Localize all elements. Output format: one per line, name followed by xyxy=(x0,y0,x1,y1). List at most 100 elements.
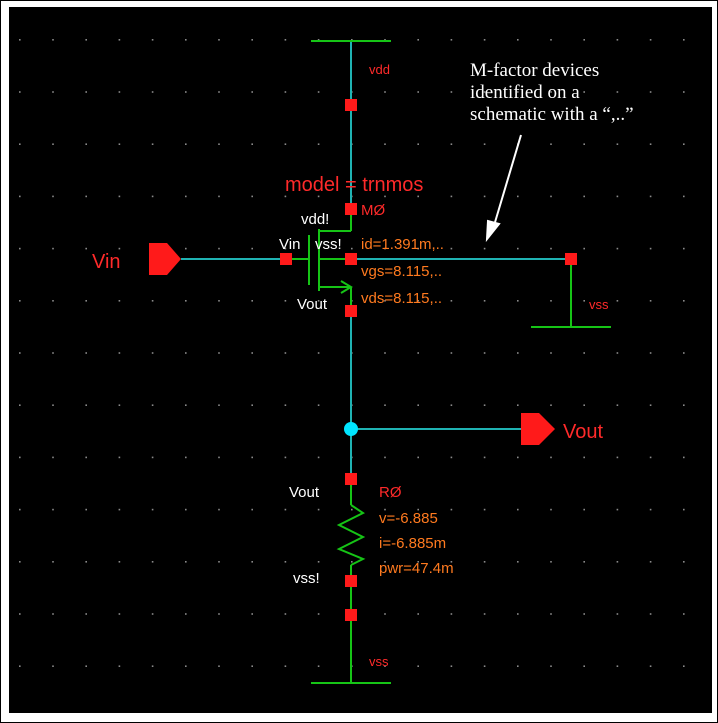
grid-dot xyxy=(450,91,453,93)
grid-dot xyxy=(517,456,519,459)
pin-vdd[interactable] xyxy=(345,99,357,111)
vout-port-arrow-icon[interactable] xyxy=(521,413,555,445)
grid-dot xyxy=(52,247,54,250)
grid-dot xyxy=(384,508,386,511)
grid-dot xyxy=(683,613,685,615)
pin-vss-bottom[interactable] xyxy=(345,609,357,621)
grid-dot xyxy=(284,508,287,511)
grid-dot xyxy=(517,39,519,41)
pin-transistor-source[interactable] xyxy=(345,305,357,317)
grid-dot xyxy=(583,561,585,563)
grid-dot xyxy=(118,91,121,93)
grid-dot xyxy=(351,561,353,563)
grid-dot xyxy=(384,300,386,302)
grid-dot xyxy=(483,143,486,145)
transistor-vds: vds=8.115,.. xyxy=(361,290,442,307)
grid-dot xyxy=(118,665,121,667)
pin-vss-right[interactable] xyxy=(565,253,577,265)
grid-dot xyxy=(251,404,253,406)
grid-dot xyxy=(151,300,154,302)
grid-dot xyxy=(517,352,519,354)
grid-dot xyxy=(616,300,619,302)
grid-dot xyxy=(583,300,585,302)
grid-dot xyxy=(151,561,154,563)
grid-dot xyxy=(583,352,585,354)
grid-dot xyxy=(284,195,287,198)
transistor-id: id=1.391m,.. xyxy=(361,236,444,253)
grid-dot xyxy=(583,195,585,198)
grid-dot xyxy=(550,352,552,354)
grid-dot xyxy=(517,508,519,511)
pin-transistor-body[interactable] xyxy=(345,253,357,265)
grid-dot xyxy=(85,613,87,615)
grid-dot xyxy=(649,561,652,563)
grid-dot xyxy=(649,456,652,459)
grid-dot xyxy=(52,613,54,615)
grid-dot xyxy=(85,665,87,667)
grid-dot xyxy=(52,352,54,354)
annotation-arrow-head-icon xyxy=(485,219,501,243)
grid-dot xyxy=(317,195,320,198)
resistor-name: RØ xyxy=(379,484,402,501)
grid-dot xyxy=(483,404,486,406)
grid-dot xyxy=(52,561,54,563)
grid-dot xyxy=(417,404,419,406)
grid-dot xyxy=(450,247,453,250)
grid-dot xyxy=(483,247,486,250)
grid-dot xyxy=(417,143,419,145)
grid-dot xyxy=(151,195,154,198)
grid-dot xyxy=(483,508,486,511)
wires xyxy=(181,41,571,479)
grid-dot xyxy=(649,91,652,93)
grid-dot xyxy=(450,143,453,145)
grid-dot xyxy=(683,404,685,406)
grid-dot xyxy=(550,508,552,511)
schematic-svg: vdd vss vss Vin Vout model = trnmos MØ v… xyxy=(9,7,712,713)
grid-dot xyxy=(683,508,685,511)
grid-dot xyxy=(185,247,187,250)
pin-resistor-bottom[interactable] xyxy=(345,575,357,587)
grid-dot xyxy=(550,39,552,41)
grid-dot xyxy=(517,613,519,615)
pin-resistor-top[interactable] xyxy=(345,473,357,485)
grid-dot xyxy=(583,91,585,93)
grid-dot xyxy=(185,456,187,459)
grid-dot xyxy=(649,143,652,145)
grid-dot xyxy=(19,404,21,406)
grid-dot xyxy=(317,91,320,93)
grid-dot xyxy=(450,456,453,459)
grid-dot xyxy=(317,352,320,354)
grid-dot xyxy=(616,91,619,93)
grid-dot xyxy=(85,39,87,41)
grid-dot xyxy=(317,561,320,563)
pin-transistor-gate[interactable] xyxy=(280,253,292,265)
grid-dot xyxy=(583,456,585,459)
annotation-text: M-factor devices identified on a schemat… xyxy=(470,60,634,125)
grid-dot xyxy=(85,143,87,145)
pin-transistor-drain[interactable] xyxy=(345,203,357,215)
grid-dot xyxy=(683,91,685,93)
grid-dot xyxy=(483,613,486,615)
grid-dot xyxy=(85,456,87,459)
grid-dot xyxy=(118,508,121,511)
grid-dot xyxy=(85,300,87,302)
grid-dot xyxy=(218,508,220,511)
grid-dot xyxy=(384,195,386,198)
grid-dot xyxy=(417,561,419,563)
grid-dot xyxy=(118,352,121,354)
grid-dot xyxy=(351,247,353,250)
grid-dot xyxy=(649,352,652,354)
grid-dot xyxy=(85,195,87,198)
grid-dot xyxy=(384,613,386,615)
grid-dot xyxy=(151,508,154,511)
grid-dot xyxy=(284,613,287,615)
grid-dot xyxy=(284,91,287,93)
grid-dot xyxy=(218,91,220,93)
vin-port-arrow-icon[interactable] xyxy=(149,243,181,275)
grid-dot xyxy=(19,352,21,354)
grid-dot xyxy=(517,665,519,667)
vin-port-label: Vin xyxy=(92,251,121,273)
annotation-line-2: identified on a xyxy=(470,82,580,103)
grid-dot xyxy=(616,404,619,406)
grid-dot xyxy=(218,247,220,250)
